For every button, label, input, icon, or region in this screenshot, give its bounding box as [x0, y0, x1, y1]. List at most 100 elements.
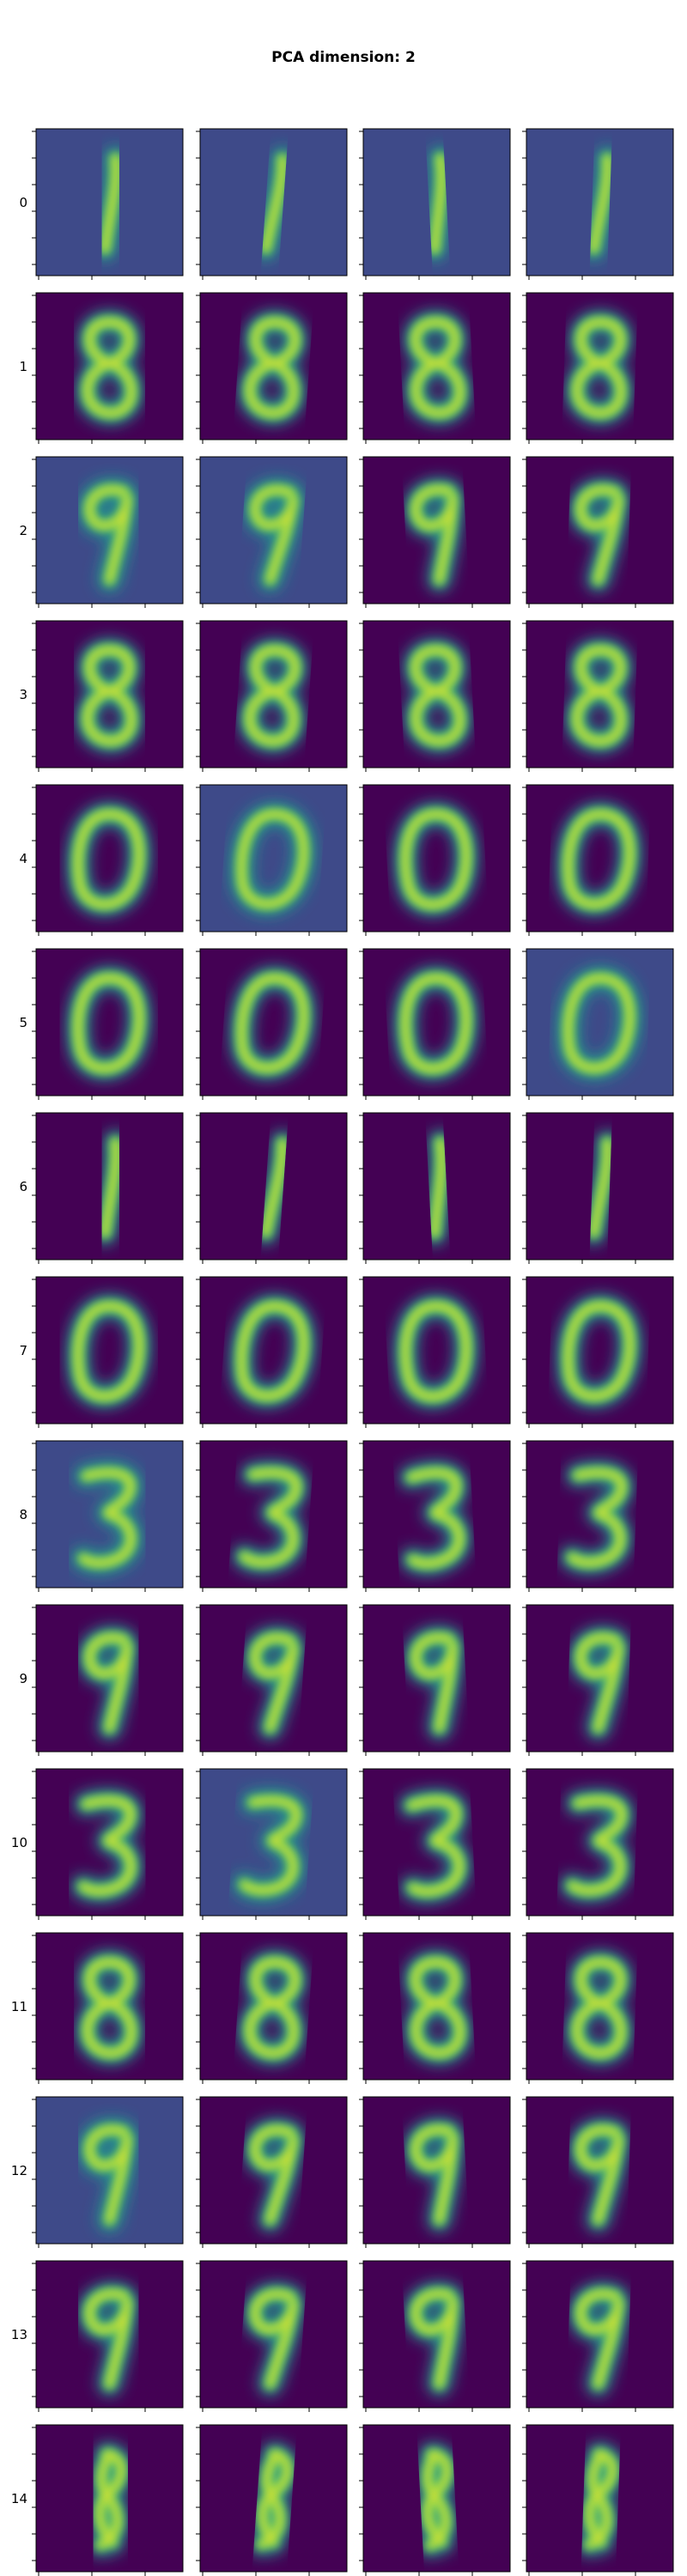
- digit-peak: [578, 487, 621, 583]
- digit-blob: [556, 802, 642, 916]
- digit-peak: [409, 1798, 462, 1894]
- cell-frame: [362, 292, 511, 440]
- digit-peak: [566, 975, 632, 1071]
- digit-peak: [591, 155, 611, 252]
- digit-peak: [241, 1470, 299, 1564]
- digit-peak: [252, 1636, 296, 1731]
- image-cell: [32, 1440, 184, 1592]
- figure-title: PCA dimension: 2: [271, 49, 416, 66]
- digit-blob: [399, 1461, 471, 1576]
- cell-frame: [526, 948, 674, 1097]
- digit-blob: [404, 477, 465, 592]
- row-label: 12: [11, 2163, 27, 2178]
- cell-frame: [362, 1768, 511, 1917]
- digit-peak: [76, 811, 142, 907]
- digit-peak: [247, 1959, 298, 2056]
- cell-frame: [35, 2096, 184, 2245]
- cell-frame: [362, 784, 511, 933]
- cell-frame: [526, 2260, 674, 2409]
- digit-peak: [413, 2291, 455, 2387]
- digit-peak: [85, 319, 134, 416]
- image-cell: [359, 948, 511, 1100]
- digit-blob: [253, 147, 295, 261]
- image-cell: [359, 784, 511, 936]
- image-cell: [32, 948, 184, 1100]
- image-cell: [196, 128, 348, 280]
- image-cell: [196, 620, 348, 772]
- image-cell: [522, 2260, 674, 2412]
- digit-blob: [393, 1294, 478, 1409]
- digit-blob: [243, 2281, 306, 2397]
- digit-blob: [66, 1294, 151, 1408]
- digit-peak: [76, 1303, 142, 1399]
- image-cell: [32, 292, 184, 444]
- digit-peak: [102, 1139, 119, 1236]
- digit-blob: [565, 1950, 633, 2065]
- digit-blob: [556, 1294, 642, 1408]
- image-cell: [32, 620, 184, 772]
- digit-blob: [581, 1130, 620, 1245]
- digit-peak: [575, 647, 623, 744]
- digit-blob: [71, 1789, 143, 1903]
- image-cell: [32, 1276, 184, 1428]
- digit-blob: [77, 477, 139, 592]
- cell-frame: [35, 128, 184, 276]
- image-cell: [359, 128, 511, 280]
- image-cell: [196, 1932, 348, 2084]
- row-label: 11: [11, 1999, 27, 2014]
- image-cell: [359, 1604, 511, 1756]
- image-cell: [32, 1112, 184, 1264]
- digit-blob: [229, 966, 316, 1080]
- digit-peak: [413, 2127, 455, 2223]
- digit-blob: [232, 1789, 308, 1902]
- cell-frame: [199, 128, 348, 276]
- digit-blob: [568, 2117, 631, 2233]
- image-cell: [522, 456, 674, 608]
- digit-peak: [413, 487, 455, 583]
- image-cell: [32, 1604, 184, 1756]
- digit-peak: [403, 1303, 469, 1400]
- digit-peak: [264, 1140, 285, 1236]
- digit-peak: [87, 487, 130, 583]
- row-label: 5: [19, 1015, 27, 1030]
- cell-frame: [362, 1604, 511, 1753]
- digit-blob: [238, 310, 307, 425]
- image-cell: [359, 1276, 511, 1428]
- digit-blob: [253, 1131, 295, 1245]
- digit-peak: [247, 319, 298, 416]
- digit-blob: [565, 310, 633, 425]
- digit-blob: [404, 310, 472, 425]
- image-cell: [522, 784, 674, 936]
- cell-frame: [362, 2096, 511, 2245]
- row-label: 6: [19, 1179, 27, 1194]
- cell-frame: [199, 456, 348, 605]
- cell-frame: [362, 2260, 511, 2409]
- digit-blob: [243, 477, 306, 592]
- digit-peak: [432, 155, 444, 252]
- digit-peak: [239, 975, 307, 1071]
- digit-peak: [87, 1635, 130, 1731]
- digit-blob: [66, 802, 151, 916]
- digit-blob: [560, 1461, 634, 1575]
- digit-peak: [566, 811, 632, 907]
- digit-peak: [85, 647, 134, 744]
- cell-frame: [362, 620, 511, 769]
- image-cell: [359, 2260, 511, 2412]
- digit-peak: [239, 1303, 307, 1399]
- cell-frame: [362, 948, 511, 1097]
- digit-peak: [81, 1470, 133, 1565]
- image-cell: [196, 456, 348, 608]
- digit-blob: [393, 802, 478, 917]
- cell-frame: [199, 1768, 348, 1917]
- digit-peak: [413, 1635, 455, 1731]
- digit-blob: [404, 1625, 465, 1741]
- image-cell: [522, 948, 674, 1100]
- digit-peak: [575, 1959, 623, 2056]
- cell-frame: [35, 1932, 184, 2081]
- cell-frame: [35, 620, 184, 769]
- image-cell: [522, 1276, 674, 1428]
- digit-blob: [404, 638, 472, 753]
- image-cell: [359, 1112, 511, 1264]
- cell-frame: [199, 1276, 348, 1425]
- image-cell: [359, 1768, 511, 1920]
